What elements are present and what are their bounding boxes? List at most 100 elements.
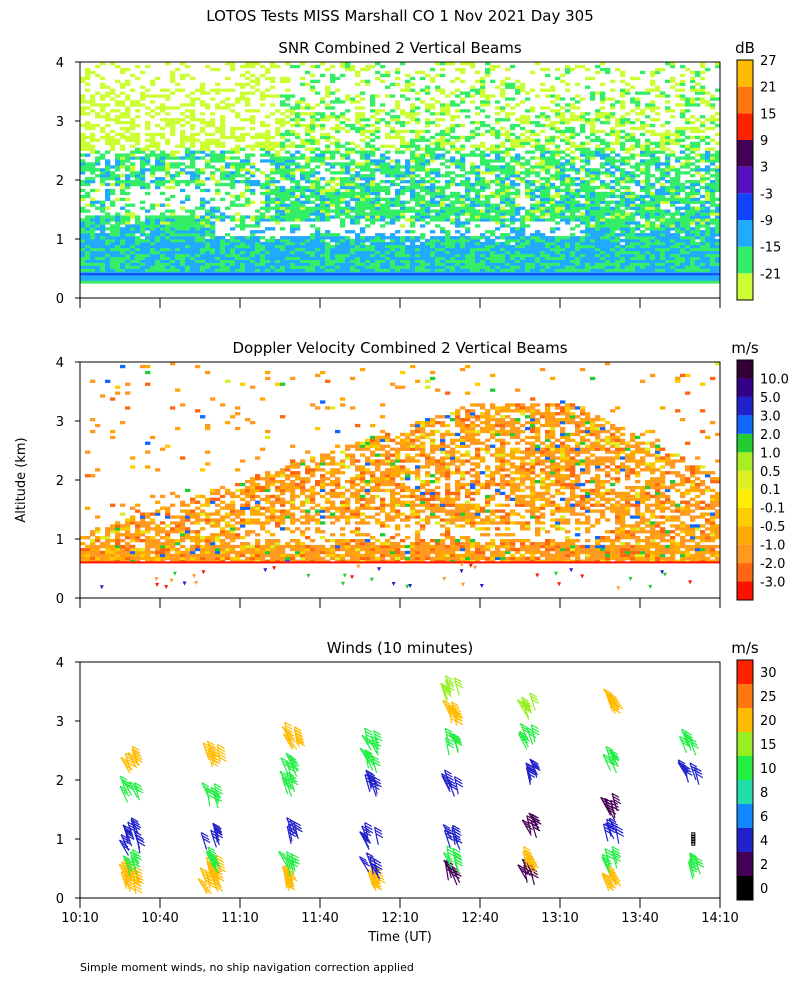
snr-cell	[195, 47, 200, 50]
snr-cell	[390, 215, 396, 219]
snr-cell	[495, 203, 501, 207]
snr-cell	[580, 64, 586, 69]
snr-cell	[555, 253, 561, 258]
snr-cell	[465, 188, 471, 193]
snr-cell	[580, 241, 586, 246]
snr-cell	[315, 244, 321, 249]
snr-cell	[165, 174, 171, 178]
snr-cell	[355, 112, 361, 116]
snr-cell	[85, 236, 91, 240]
snr-cell	[385, 247, 391, 252]
snr-cell	[595, 212, 601, 216]
snr-cell	[135, 109, 141, 113]
snr-cell	[360, 250, 366, 255]
snr-cell	[600, 156, 606, 160]
snr-cell	[110, 97, 116, 101]
snr-cell	[260, 247, 266, 252]
snr-cell	[130, 162, 136, 166]
snr-cell	[605, 239, 611, 243]
snr-cell	[350, 185, 356, 190]
snr-cell	[460, 209, 466, 213]
snr-cell	[605, 224, 611, 228]
snr-cell	[175, 244, 181, 249]
snr-cell	[500, 185, 506, 190]
snr-cell	[500, 106, 506, 110]
snr-cell	[170, 73, 176, 78]
snr-cell	[545, 212, 551, 216]
snr-cell	[580, 141, 586, 145]
snr-cell	[170, 233, 176, 237]
snr-cell	[435, 85, 441, 89]
snr-cell	[285, 165, 291, 169]
snr-cell	[290, 174, 296, 178]
snr-cell	[270, 280, 276, 284]
snr-cell	[170, 230, 176, 234]
snr-cell	[250, 135, 256, 140]
snr-cell	[365, 185, 371, 190]
snr-cell	[590, 129, 596, 134]
snr-cell	[140, 159, 146, 163]
snr-cell	[430, 76, 436, 81]
snr-cell	[480, 100, 486, 104]
snr-cell	[475, 180, 481, 184]
snr-cell	[355, 236, 361, 240]
snr-cell	[180, 162, 186, 166]
snr-cell	[495, 112, 501, 116]
snr-cell	[360, 153, 366, 157]
snr-cell	[410, 106, 416, 110]
snr-cell	[290, 244, 296, 249]
snr-cell	[480, 271, 486, 275]
snr-cell	[495, 259, 501, 263]
snr-cell	[365, 271, 371, 275]
snr-cell	[255, 265, 261, 269]
snr-cell	[500, 212, 506, 216]
snr-cell	[300, 265, 306, 269]
snr-cell	[150, 94, 156, 98]
snr-cell	[190, 280, 196, 284]
snr-cell	[210, 221, 216, 225]
snr-cell	[310, 262, 316, 266]
snr-cell	[470, 239, 476, 243]
snr-cell	[155, 123, 161, 128]
snr-cell	[250, 250, 256, 255]
snr-cell	[575, 94, 581, 98]
snr-cell	[590, 203, 596, 207]
snr-cell	[530, 168, 536, 172]
snr-cell	[185, 224, 191, 228]
snr-cell	[130, 144, 136, 148]
snr-cell	[605, 230, 611, 234]
snr-cell	[580, 262, 586, 266]
snr-cell	[515, 144, 521, 148]
snr-cell	[375, 135, 381, 140]
snr-cell	[405, 268, 411, 272]
snr-cell	[335, 88, 341, 92]
snr-cell	[605, 271, 611, 275]
snr-cell	[605, 265, 611, 269]
snr-cell	[240, 191, 246, 196]
snr-cell	[150, 250, 156, 255]
snr-cell	[165, 118, 171, 122]
snr-cell	[265, 250, 271, 255]
snr-cell	[155, 274, 161, 278]
snr-cell	[270, 241, 276, 246]
snr-cell	[550, 185, 556, 190]
snr-cell	[535, 268, 541, 272]
snr-cell	[235, 224, 241, 228]
snr-cell	[240, 224, 246, 228]
snr-cell	[295, 115, 301, 119]
snr-cell	[265, 268, 271, 272]
snr-cell	[445, 103, 451, 107]
snr-cell	[260, 218, 266, 222]
snr-cell	[160, 262, 166, 266]
snr-cell	[505, 280, 511, 284]
snr-cell	[125, 165, 131, 169]
snr-cell	[540, 165, 546, 169]
snr-cell	[85, 82, 91, 86]
snr-cell	[540, 153, 546, 157]
snr-cell	[595, 259, 601, 263]
snr-cell	[570, 256, 576, 260]
snr-cell	[270, 197, 276, 201]
snr-cell	[480, 277, 486, 281]
snr-cell	[100, 177, 106, 181]
snr-cell	[365, 168, 371, 172]
